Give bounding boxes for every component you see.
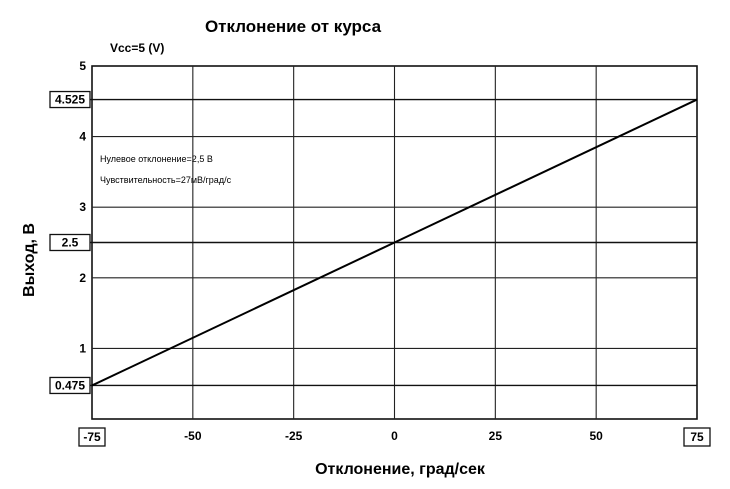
y-boxed-label-frame — [49, 90, 91, 109]
y-boxed-tick-label: 2.5 — [62, 236, 79, 250]
x-boxed-tick-label: 75 — [690, 430, 704, 444]
supply-voltage-label: Vcc=5 (V) — [110, 41, 164, 55]
y-boxed-label-frame — [49, 233, 91, 252]
y-tick-label: 4 — [79, 130, 86, 144]
y-tick-label: 5 — [79, 59, 86, 73]
y-axis-title: Выход, В — [21, 223, 38, 297]
x-boxed-tick-label: -75 — [83, 430, 101, 444]
x-axis-title: Отклонение, град/сек — [315, 461, 486, 478]
x-boxed-label-frame — [683, 427, 711, 447]
x-tick-label: -25 — [285, 429, 303, 443]
x-tick-label: 0 — [391, 429, 398, 443]
x-tick-label: 50 — [589, 429, 603, 443]
x-boxed-label-frame — [78, 427, 106, 447]
x-tick-label: -50 — [184, 429, 202, 443]
y-tick-label: 2 — [79, 271, 86, 285]
chart-title: Отклонение от курса — [205, 17, 382, 36]
y-boxed-tick-label: 4.525 — [55, 93, 85, 107]
series-line — [91, 98, 698, 387]
annotation-offset: Нулевое отклонение=2,5 В — [100, 154, 213, 164]
y-boxed-label-frame — [49, 376, 91, 395]
annotation-sensitivity: Чувствительность=27мВ/град/с — [100, 175, 232, 185]
y-boxed-tick-label: 0.475 — [55, 378, 85, 392]
y-tick-label: 3 — [79, 200, 86, 214]
x-tick-label: 25 — [489, 429, 503, 443]
y-tick-label: 1 — [79, 341, 86, 355]
